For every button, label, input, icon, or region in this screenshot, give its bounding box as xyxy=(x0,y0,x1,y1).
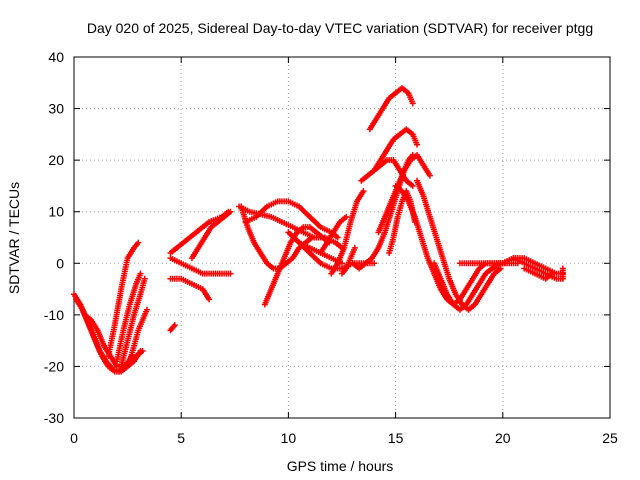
data-point xyxy=(227,270,234,277)
y-tick-label: -10 xyxy=(44,307,64,323)
chart-title: Day 020 of 2025, Sidereal Day-to-day VTE… xyxy=(87,20,593,36)
data-point xyxy=(559,265,566,272)
data-point xyxy=(414,141,421,148)
series-arc-12 xyxy=(188,208,234,262)
data-point xyxy=(351,244,358,251)
y-tick-label: 40 xyxy=(48,49,64,65)
data-point xyxy=(143,306,150,313)
x-tick-label: 20 xyxy=(495,430,511,446)
data-point xyxy=(371,260,378,267)
series-arc-33 xyxy=(521,265,556,282)
x-tick-label: 0 xyxy=(70,430,78,446)
data-point xyxy=(171,322,178,329)
series-arc-15 xyxy=(242,198,341,241)
data-point xyxy=(308,234,315,241)
series-arc-23 xyxy=(366,84,416,133)
series-arc-34 xyxy=(559,265,566,282)
series-arc-26 xyxy=(375,151,433,236)
y-axis-label: SDTVAR / TECUs xyxy=(6,182,22,294)
data-point xyxy=(409,182,416,189)
x-tick-label: 15 xyxy=(388,430,404,446)
series-arc-04 xyxy=(105,239,142,360)
series-arc-21 xyxy=(339,244,358,277)
y-tick-label: 10 xyxy=(48,204,64,220)
data-point xyxy=(139,347,146,354)
series-arc-11 xyxy=(167,275,213,303)
series-arc-16 xyxy=(261,224,333,308)
data-point xyxy=(135,239,142,246)
series-arc-06 xyxy=(118,275,148,370)
data-point xyxy=(227,208,234,215)
y-tick-label: 20 xyxy=(48,152,64,168)
x-axis-label: GPS time / hours xyxy=(287,458,394,474)
series-arc-09 xyxy=(167,208,232,256)
series-arc-10 xyxy=(167,255,234,277)
series-arc-05 xyxy=(113,270,144,365)
axis-ticks xyxy=(73,56,611,419)
data-point xyxy=(141,275,148,282)
series-arc-08 xyxy=(167,322,178,334)
x-tick-label: 5 xyxy=(177,430,185,446)
y-tick-labels: -30 -20 -10 0 10 20 30 40 xyxy=(44,49,64,426)
plot-frame xyxy=(73,56,611,419)
y-tick-label: 30 xyxy=(48,101,64,117)
data-point xyxy=(343,213,350,220)
y-tick-label: 0 xyxy=(56,255,64,271)
series-arc-20 xyxy=(328,188,367,277)
data-point xyxy=(334,234,341,241)
data-point xyxy=(360,188,367,195)
data-point xyxy=(426,172,433,179)
x-tick-labels: 0 5 10 15 20 25 xyxy=(70,430,618,446)
y-tick-label: -20 xyxy=(44,358,64,374)
series-arc-29 xyxy=(414,177,504,313)
series-arc-07 xyxy=(126,306,150,365)
x-tick-label: 25 xyxy=(602,430,618,446)
series-arc-02 xyxy=(73,296,144,375)
series-arc-31 xyxy=(456,255,566,282)
series-arc-19 xyxy=(317,213,350,256)
grid xyxy=(74,57,610,418)
data-point xyxy=(206,296,213,303)
x-tick-label: 10 xyxy=(281,430,297,446)
data-point xyxy=(549,270,556,277)
data-points xyxy=(71,84,566,375)
data-point xyxy=(409,100,416,107)
y-tick-label: -30 xyxy=(44,410,64,426)
data-point xyxy=(137,270,144,277)
